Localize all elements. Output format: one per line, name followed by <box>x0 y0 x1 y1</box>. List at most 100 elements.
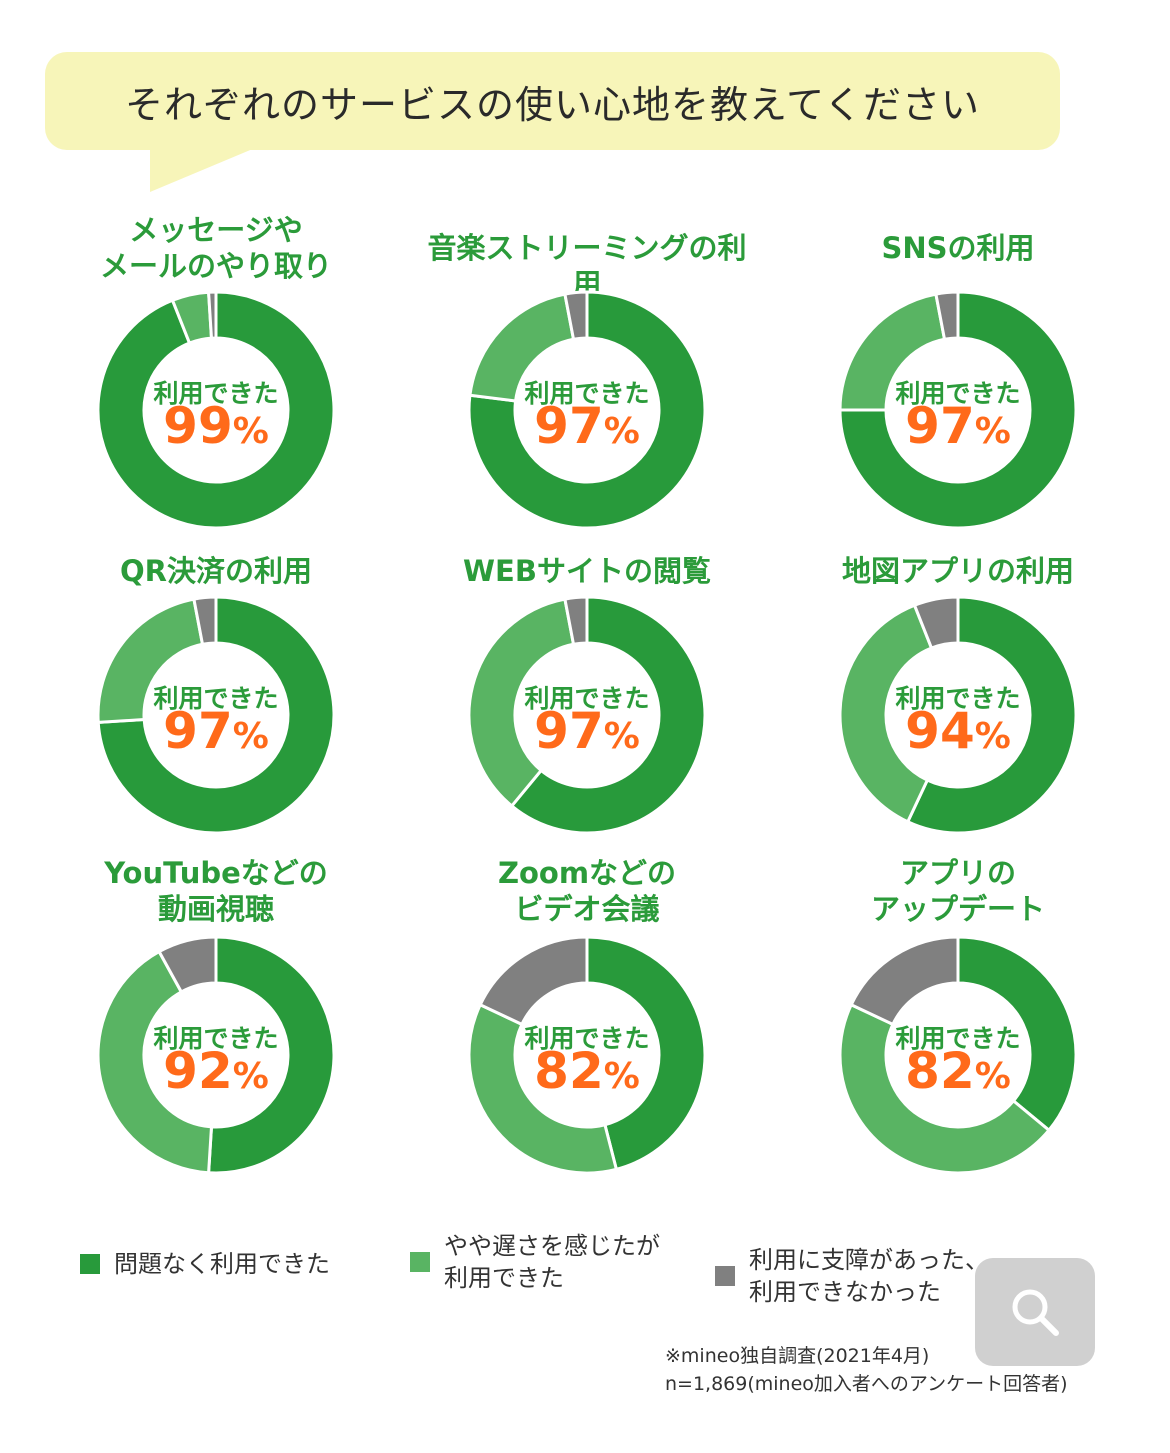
center-percent: 97% <box>467 703 707 765</box>
slice-ok <box>585 935 707 1172</box>
center-percent-value: 82 <box>905 1042 975 1100</box>
search-button[interactable] <box>975 1258 1095 1366</box>
legend-swatch-ok <box>80 1254 100 1274</box>
header-bubble: それぞれのサービスの使い心地を教えてください <box>45 52 1060 150</box>
center-percent-value: 97 <box>905 397 975 455</box>
search-icon <box>1012 1289 1059 1336</box>
center-percent: 97% <box>467 398 707 460</box>
donut-chart-2: 音楽ストリーミングの利用利用できた 97% <box>427 200 747 530</box>
center-percent: 97% <box>838 398 1078 460</box>
slice-slow <box>467 597 576 809</box>
center-percent-unit: % <box>232 716 269 757</box>
donut-svg <box>96 595 336 835</box>
center-percent-unit: % <box>232 411 269 452</box>
donut-chart-3: SNSの利用利用できた 97% <box>838 200 1078 530</box>
center-percent: 92% <box>96 1043 336 1105</box>
legend-swatch-slow <box>410 1252 430 1272</box>
donut-svg <box>467 290 707 530</box>
slice-ng <box>849 935 960 1027</box>
center-percent-value: 99 <box>163 397 233 455</box>
center-label: 利用できた <box>895 684 1021 713</box>
chart-title: QR決済の利用 <box>120 554 312 588</box>
center-percent-unit: % <box>974 716 1011 757</box>
donut-chart-8: Zoomなどの ビデオ会議利用できた 82% <box>467 845 707 1175</box>
center-label: 利用できた <box>524 684 650 713</box>
legend-swatch-ng <box>715 1266 735 1286</box>
center-percent-unit: % <box>232 1056 269 1097</box>
slice-ng <box>192 595 218 647</box>
legend-item-ok: 問題なく利用できた <box>80 1248 330 1280</box>
center-percent-value: 82 <box>534 1042 604 1100</box>
slice-slow <box>96 949 214 1175</box>
center-percent-unit: % <box>974 411 1011 452</box>
center-label: 利用できた <box>153 1024 279 1053</box>
chart-title: アプリの アップデート <box>870 856 1045 926</box>
center-percent-value: 97 <box>163 702 233 760</box>
slice-ng <box>912 595 960 651</box>
donut-svg <box>467 595 707 835</box>
center-percent: 94% <box>838 703 1078 765</box>
slice-ok <box>96 290 336 530</box>
center-percent-unit: % <box>603 411 640 452</box>
chart-title: SNSの利用 <box>881 231 1035 265</box>
slice-ng <box>563 595 589 647</box>
slice-ok <box>467 290 707 530</box>
chart-title: 音楽ストリーミングの利用 <box>427 231 747 301</box>
center-label: 利用できた <box>895 1024 1021 1053</box>
slice-ok <box>509 595 707 835</box>
donut-chart-5: WEBサイトの閲覧利用できた 97% <box>463 505 711 835</box>
legend-label-ng: 利用に支障があった、 利用できなかった <box>749 1246 989 1306</box>
legend-item-ng: 利用に支障があった、 利用できなかった <box>715 1244 989 1308</box>
slice-ng <box>563 290 589 342</box>
center-percent-value: 94 <box>905 702 975 760</box>
center-percent-value: 92 <box>163 1042 233 1100</box>
slice-ok <box>838 290 1078 530</box>
donut-svg <box>467 935 707 1175</box>
slice-slow <box>467 1002 619 1175</box>
chart-title: Zoomなどの ビデオ会議 <box>497 856 677 926</box>
donut-svg <box>838 935 1078 1175</box>
center-percent-unit: % <box>603 716 640 757</box>
center-percent-unit: % <box>603 1056 640 1097</box>
donut-svg <box>838 290 1078 530</box>
chart-title: YouTubeなどの 動画視聴 <box>104 856 328 926</box>
slice-ng <box>934 290 960 342</box>
slice-slow <box>838 1002 1052 1175</box>
survey-note: ※mineo独自調査(2021年4月) n=1,869(mineo加入者へのアン… <box>665 1345 1068 1395</box>
center-percent: 99% <box>96 398 336 460</box>
donut-svg <box>96 935 336 1175</box>
chart-title: 地図アプリの利用 <box>841 554 1074 588</box>
center-label: 利用できた <box>153 684 279 713</box>
donut-chart-7: YouTubeなどの 動画視聴利用できた 92% <box>96 845 336 1175</box>
legend: 問題なく利用できた やや遅さを感じたが 利用できた 利用に支障があった、 利用で… <box>80 1230 1080 1320</box>
slice-ng <box>157 935 218 994</box>
slice-ok <box>96 595 336 835</box>
center-label: 利用できた <box>153 379 279 408</box>
slice-ng <box>478 935 589 1027</box>
slice-slow <box>838 603 934 824</box>
center-percent-value: 97 <box>534 702 604 760</box>
slice-ok <box>956 935 1078 1133</box>
legend-label-slow: やや遅さを感じたが 利用できた <box>444 1232 660 1292</box>
center-label: 利用できた <box>524 379 650 408</box>
center-percent: 97% <box>96 703 336 765</box>
slice-ok <box>905 595 1078 835</box>
center-percent: 82% <box>467 1043 707 1105</box>
legend-label-ok: 問題なく利用できた <box>114 1250 330 1278</box>
chart-title: WEBサイトの閲覧 <box>463 554 711 588</box>
center-label: 利用できた <box>895 379 1021 408</box>
slice-ok <box>206 935 336 1175</box>
donut-svg <box>838 595 1078 835</box>
center-label: 利用できた <box>524 1024 650 1053</box>
slice-ng <box>206 290 218 340</box>
center-percent: 82% <box>838 1043 1078 1105</box>
chart-title: メッセージや メールのやり取り <box>99 213 332 283</box>
donut-chart-4: QR決済の利用利用できた 97% <box>96 505 336 835</box>
donut-svg <box>96 290 336 530</box>
page-title: それぞれのサービスの使い心地を教えてください <box>125 82 980 127</box>
center-percent-value: 97 <box>534 397 604 455</box>
donut-chart-1: メッセージや メールのやり取り利用できた 99% <box>96 200 336 530</box>
center-percent-unit: % <box>974 1056 1011 1097</box>
bubble-tail <box>150 148 255 192</box>
donut-chart-9: アプリの アップデート利用できた 82% <box>838 845 1078 1175</box>
